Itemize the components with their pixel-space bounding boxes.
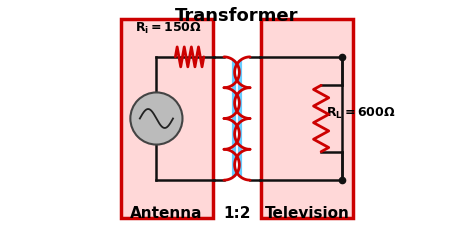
Text: Transformer: Transformer — [175, 7, 299, 25]
Text: $\mathbf{R_i}$$\mathbf{= 150\Omega}$: $\mathbf{R_i}$$\mathbf{= 150\Omega}$ — [135, 21, 202, 36]
Text: $\mathbf{R_L}$$\mathbf{= 600\Omega}$: $\mathbf{R_L}$$\mathbf{= 600\Omega}$ — [326, 106, 395, 121]
Text: Antenna: Antenna — [130, 206, 202, 221]
Circle shape — [130, 92, 182, 145]
FancyBboxPatch shape — [261, 19, 353, 218]
Text: 1:2: 1:2 — [223, 206, 251, 221]
FancyBboxPatch shape — [121, 19, 213, 218]
Text: Television: Television — [264, 206, 349, 221]
